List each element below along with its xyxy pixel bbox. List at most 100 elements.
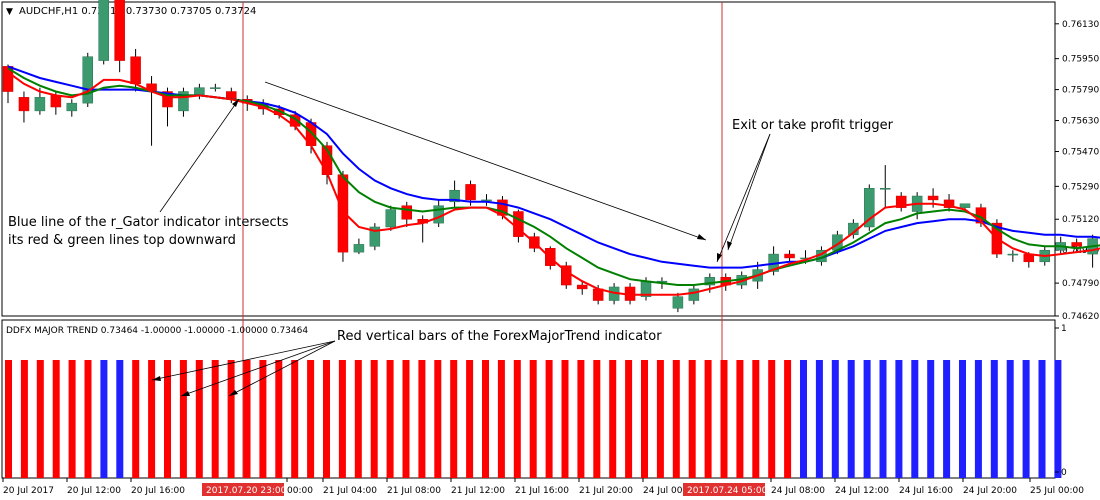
trend-bar-red (466, 360, 474, 478)
time-label: 21 Jul 12:00 (451, 486, 505, 496)
trend-bar-blue (1054, 360, 1062, 478)
trend-bar-red (784, 360, 792, 478)
trend-bar-series (5, 360, 1062, 478)
time-highlight-1: 2017.07.20 23:00 (206, 486, 287, 496)
time-label: 24 Jul 16:00 (899, 486, 953, 496)
main-chart-panel[interactable] (1, 1, 1056, 317)
trend-bar-blue (911, 360, 919, 478)
trend-bar-red (688, 360, 696, 478)
candle-bear (401, 205, 412, 220)
header-dropdown-icon[interactable]: ▼ (6, 7, 13, 17)
time-label: 25 Jul 00:00 (1030, 486, 1084, 496)
red-bars-pointers (151, 340, 336, 397)
time-label: 00:00 (287, 486, 313, 496)
trend-bar-red (672, 360, 680, 478)
candle-bear (927, 195, 939, 201)
price-tick-label: 0.75630 (1062, 117, 1099, 127)
time-highlight-box-2 (683, 483, 765, 496)
price-tick-label: 0.75290 (1062, 182, 1099, 192)
trend-bar-red (132, 360, 140, 478)
trend-bar-red (227, 360, 235, 478)
candle-bear (18, 97, 30, 112)
trend-bar-red (625, 360, 633, 478)
candle-bull (481, 199, 492, 202)
indicator-axis-top: 1 (1061, 324, 1067, 334)
trend-bar-blue (990, 360, 998, 478)
trend-bar-red (5, 360, 12, 478)
candle-bear (130, 56, 141, 85)
trend-bar-red (704, 360, 712, 478)
indicator-header: DDFX MAJOR TREND 0.73464 -1.00000 -1.000… (6, 326, 308, 336)
trend-bar-blue (959, 360, 966, 478)
trend-bar-red (482, 360, 489, 478)
trend-bar-red (402, 360, 410, 478)
trend-bar-red (370, 360, 378, 478)
time-label: 24 Jul 20:00 (963, 486, 1017, 496)
candle-bull (194, 87, 205, 96)
trend-bar-blue (831, 360, 839, 478)
trend-bar-blue (863, 360, 871, 478)
gator-red-line (7, 71, 1100, 296)
price-tick-label: 0.75950 (1062, 55, 1099, 65)
trend-bar-red (434, 360, 442, 478)
time-highlight-box-1 (202, 483, 284, 496)
time-label: 21 Jul 08:00 (387, 486, 441, 496)
trend-bar-blue (116, 360, 124, 478)
trend-bar-red (323, 360, 330, 478)
trend-bar-blue (847, 360, 855, 478)
annotation-blue-line-2: its red & green lines top downward (8, 233, 236, 248)
candle-bull (1007, 253, 1019, 256)
trend-bar-red (354, 360, 362, 478)
time-label: 24 Jul 12:00 (835, 486, 889, 496)
candle-bear (784, 253, 795, 259)
annotation-pointer-arrowhead (232, 99, 239, 107)
time-label: 21 Jul 16:00 (515, 486, 569, 496)
trend-arrowhead (697, 234, 706, 240)
candle-bear (465, 184, 476, 201)
exit-arrowhead-1 (727, 241, 732, 250)
trend-bar-red (736, 360, 744, 478)
time-label: 21 Jul 20:00 (579, 486, 633, 496)
candle-bear (576, 284, 588, 290)
trend-bar-red (529, 360, 537, 478)
time-label: 20 Jul 12:00 (67, 486, 121, 496)
candle-bull (98, 0, 109, 61)
trend-arrow-line (264, 81, 707, 241)
price-tick-label: 0.74620 (1062, 312, 1099, 322)
time-label: 20 Jul 2017 (3, 486, 54, 496)
candle-bull (449, 189, 460, 203)
candle-bear (337, 174, 349, 253)
symbol-header: AUDCHF,H1 0.73710 0.73730 0.73705 0.7372… (19, 6, 256, 17)
trend-bar-red (593, 360, 601, 478)
trend-bar-red (641, 360, 648, 478)
trend-bar-red (338, 360, 346, 478)
time-label: 24 Jul 08:00 (771, 486, 825, 496)
trend-bar-blue (1022, 360, 1030, 478)
trend-bar-red (545, 360, 553, 478)
trend-bar-blue (1038, 360, 1046, 478)
trend-bar-red (307, 360, 315, 478)
trend-bar-blue (927, 360, 935, 478)
price-tick-label: 0.75120 (1062, 215, 1099, 225)
price-tick-label: 0.75790 (1062, 86, 1099, 96)
candle-bull (34, 97, 46, 112)
time-axis: 20 Jul 2017 20 Jul 12:00 20 Jul 16:00 00:00… (2, 478, 1084, 496)
time-label: 21 Jul 04:00 (323, 486, 377, 496)
trend-bar-red (656, 360, 664, 478)
trend-bar-blue (879, 360, 887, 478)
trend-bar-red (36, 360, 44, 478)
trend-bar-red (148, 360, 156, 478)
trend-bar-blue (100, 360, 108, 478)
trend-bar-blue (800, 360, 807, 478)
trend-bar-red (497, 360, 505, 478)
trend-bar-red (609, 360, 617, 478)
annotation-exit-trigger: Exit or take profit trigger (732, 118, 894, 133)
candle-bull (82, 56, 93, 104)
trend-bar-red (720, 360, 728, 478)
price-tick-label: 0.75470 (1062, 148, 1099, 158)
trend-bar-red (243, 360, 251, 478)
candle-bear (943, 199, 955, 208)
price-axis: 0.76130 0.75950 0.75790 0.75630 0.75470 0.752… (1055, 20, 1099, 322)
candle-bull (353, 244, 365, 253)
